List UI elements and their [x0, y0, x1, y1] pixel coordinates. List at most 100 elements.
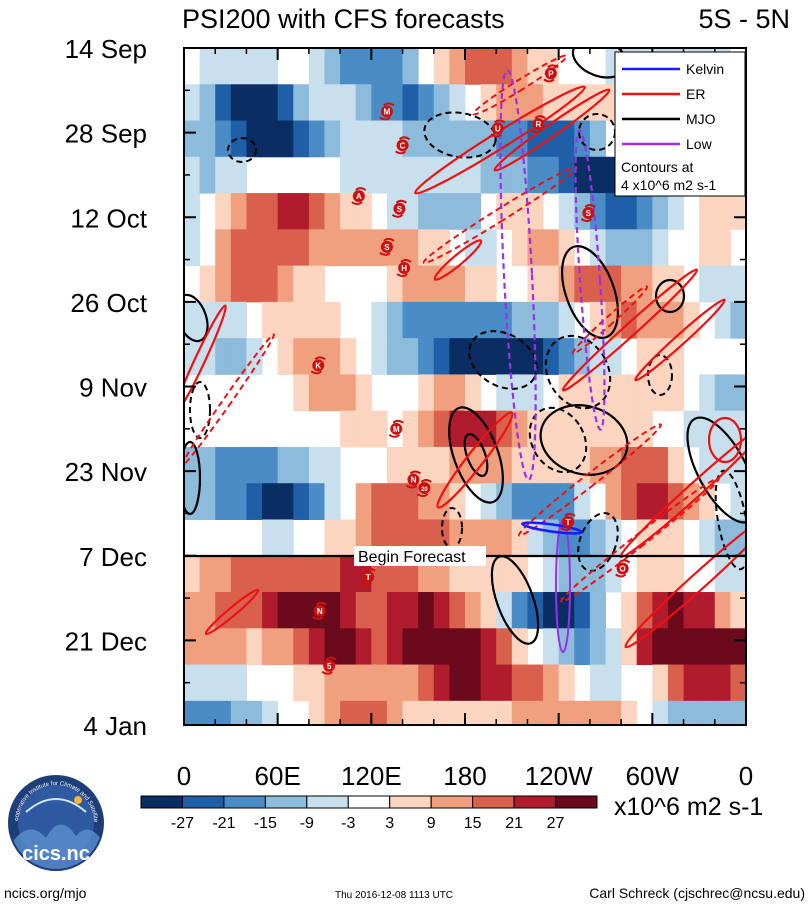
shading-cell: [199, 265, 216, 303]
legend: Kelvin ER MJO Low Contours at 4 x10^6 m2…: [614, 51, 746, 197]
shading-cell: [636, 193, 653, 230]
shading-cell: [511, 664, 528, 702]
mjo-contour-negative: [423, 111, 497, 159]
shading-cell: [543, 301, 560, 339]
shading-cell: [636, 338, 653, 375]
shading-cell: [293, 628, 310, 666]
shading-cell: [371, 301, 388, 339]
storm-arm: [618, 559, 631, 564]
shading-cell: [262, 120, 279, 158]
shading-cell: [465, 628, 482, 666]
shading-cell: [480, 48, 497, 85]
er-contour: [634, 298, 726, 382]
shading-cell: [418, 700, 435, 725]
shading-cell: [558, 156, 575, 194]
storm-letter: O: [620, 564, 626, 573]
mjo-contour: [184, 293, 209, 343]
shading-cell: [621, 410, 638, 448]
shading-cell: [652, 700, 669, 725]
shading-cell: [465, 592, 482, 629]
shading-cell: [418, 301, 435, 339]
shading-cell: [574, 628, 591, 666]
shading-cell: [589, 156, 606, 194]
storm-icon: M: [379, 102, 395, 121]
shading-cell: [527, 700, 544, 725]
colorbar-tick-label: -9: [300, 815, 314, 832]
shading-cell: [558, 84, 575, 122]
shading-cell: [293, 483, 310, 520]
forecast-label-bg: [354, 546, 486, 566]
shading-cell: [246, 555, 263, 593]
shading-cell: [262, 483, 279, 520]
shading-cell: [215, 84, 232, 122]
storm-eye: [362, 570, 375, 583]
shading-cell: [340, 48, 357, 85]
shading-cell: [589, 664, 606, 702]
shading-cell: [511, 446, 528, 484]
shading-cell: [277, 229, 294, 267]
colorbar-tick-label: 15: [464, 815, 482, 832]
shading-cell: [449, 301, 466, 339]
shading-cell: [527, 483, 544, 520]
legend-label-low: Low: [686, 136, 713, 152]
shading-cell: [699, 700, 716, 725]
shading-cell: [543, 592, 560, 629]
shading-cell: [496, 84, 513, 122]
shading-cell: [324, 193, 341, 230]
storm-arm: [392, 419, 404, 424]
storm-icon: 20: [416, 479, 432, 498]
shading-cell: [699, 410, 716, 448]
storm-arm: [395, 150, 407, 155]
shading-cell: [574, 483, 591, 520]
shading-cell: [355, 193, 372, 230]
shading-cell: [480, 156, 497, 194]
shading-cell: [636, 555, 653, 593]
colorbar-tick-label: 9: [427, 815, 436, 832]
shading-cell: [215, 446, 232, 484]
shading-cell: [418, 193, 435, 230]
shading-cell: [371, 664, 388, 702]
storm-icon: S: [379, 237, 395, 256]
storm-letter: N: [317, 607, 323, 616]
colorbar-units: x10^6 m2 s-1: [614, 793, 763, 821]
shading-cell: [371, 483, 388, 520]
shading-cell: [215, 664, 232, 702]
shading-cell: [293, 193, 310, 230]
shading-cell: [215, 338, 232, 375]
shading-cell: [293, 265, 310, 303]
shading-cell: [667, 700, 685, 725]
shading-cell: [480, 628, 497, 666]
colorbar-tick-label: -3: [341, 815, 355, 832]
x-tick-label: 0: [177, 761, 191, 791]
shading-cell: [340, 410, 357, 448]
shading-cell: [449, 592, 466, 629]
shading-cell: [324, 301, 341, 339]
shading-cell: [527, 374, 544, 412]
shading-cell: [667, 628, 685, 666]
logo-text: cics.nc: [22, 843, 90, 865]
shading-cell: [605, 410, 622, 448]
shading-cell: [418, 338, 435, 375]
shading-cell: [496, 483, 513, 520]
shading-cell: [496, 374, 513, 412]
legend-box: [614, 51, 746, 197]
shading-cell: [652, 193, 669, 230]
shading-cell: [589, 700, 606, 725]
shading-cell: [418, 664, 435, 702]
shading-cell: [480, 229, 497, 267]
legend-contour-note: Contours at: [621, 159, 693, 175]
storm-arm: [379, 116, 391, 121]
shading-cell: [418, 410, 435, 448]
storm-icon: O: [615, 559, 631, 578]
storm-arm: [388, 433, 401, 438]
shading-cell: [667, 555, 685, 593]
storm-eye: [407, 473, 420, 486]
storm-markers: M C A S S H U R P S K M N 20 T O T N 5: [310, 64, 631, 675]
storm-eye: [532, 118, 545, 131]
mjo-contour-negative: [544, 334, 612, 410]
storm-icon: S: [391, 199, 407, 218]
mjo-contour-negative: [189, 381, 211, 439]
shading-cell: [527, 229, 544, 267]
low-contour-negative: [574, 129, 606, 431]
shading-cell: [714, 446, 731, 484]
